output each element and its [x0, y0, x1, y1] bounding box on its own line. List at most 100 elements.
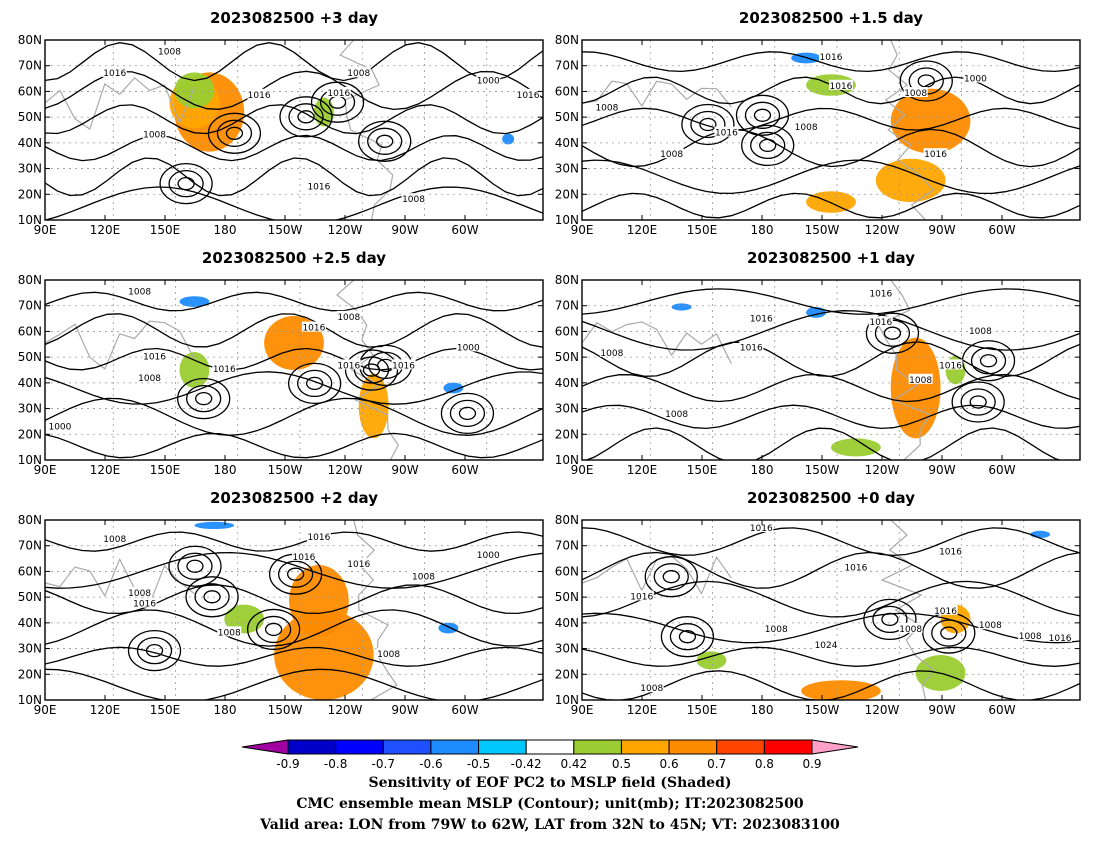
mslp-contour	[584, 427, 1062, 460]
colorbar-label: 0.8	[755, 757, 774, 771]
mslp-contour	[286, 567, 305, 581]
x-tick-label: 150E	[150, 223, 181, 237]
y-tick-label: 50N	[18, 590, 42, 604]
contour-label: 1016	[213, 365, 236, 375]
panel-title: 2023082500 +1 day	[747, 249, 915, 267]
mslp-contour	[177, 177, 195, 191]
mslp-contour	[45, 371, 543, 405]
mslp-contour	[582, 612, 1080, 644]
colorbar-label: 0.42	[560, 757, 587, 771]
y-tick-label: 10N	[555, 693, 579, 707]
panel-map: 1008 1016 1016 1016 1008 1016 1016 1008 1008	[582, 280, 1080, 460]
mslp-contour	[669, 623, 706, 651]
x-tick-label: 150W	[805, 223, 840, 237]
mslp-contour	[582, 551, 1080, 589]
mslp-contour	[358, 120, 412, 162]
x-tick-label: 150W	[268, 703, 303, 717]
mslp-contour	[264, 622, 283, 637]
x-tick-label: 180	[214, 703, 237, 717]
contour-label: 1016	[347, 560, 370, 570]
panel-frame	[581, 39, 1081, 221]
contour-label: 1000	[964, 75, 987, 85]
colorbar-segment	[430, 739, 480, 755]
y-tick-label: 30N	[18, 162, 42, 176]
mslp-contour	[735, 94, 790, 136]
mslp-contour	[297, 110, 315, 124]
x-tick-label: 150E	[687, 463, 718, 477]
colorbar-segment	[811, 739, 859, 755]
mslp-contour	[159, 163, 213, 205]
x-tick-label: 180	[214, 463, 237, 477]
x-tick-label: 90W	[928, 463, 955, 477]
mslp-contour	[277, 560, 314, 588]
panel-1: 2023082500 +3 day10081016101610081016100…	[18, 9, 544, 237]
coastline	[582, 80, 732, 108]
panel-map: 1016 1016 1016 1008 1016 1008 1024 1016 1008 1016…	[582, 520, 1080, 700]
y-tick-label: 30N	[555, 402, 579, 416]
colorbar-segment	[382, 739, 432, 755]
panel-frame	[44, 519, 544, 701]
mslp-contour	[45, 313, 543, 348]
x-tick-label: 60W	[988, 463, 1015, 477]
colorbar-segment	[335, 739, 384, 755]
contour-label: 1016	[869, 318, 892, 328]
x-tick-label: 60W	[988, 223, 1015, 237]
contour-label: 1016	[293, 553, 316, 563]
map-background	[582, 520, 1080, 700]
mslp-contour	[582, 51, 1080, 73]
x-tick-label: 180	[751, 703, 774, 717]
mslp-contour	[45, 551, 543, 589]
contour-label: 1008	[640, 684, 663, 694]
y-tick-label: 10N	[18, 693, 42, 707]
x-tick-label: 60W	[451, 223, 478, 237]
y-tick-label: 20N	[555, 187, 579, 201]
mslp-contour	[195, 391, 213, 406]
contour-label: 1008	[337, 313, 360, 323]
panel-title: 2023082500 +3 day	[210, 9, 378, 27]
contour-label: 1016	[750, 524, 773, 534]
contour-label: 1008	[595, 103, 618, 113]
x-tick-label: 120W	[328, 463, 363, 477]
mslp-contour	[582, 128, 1080, 168]
mslp-contour	[940, 626, 958, 640]
x-tick-label: 150W	[805, 703, 840, 717]
mslp-contour	[582, 404, 1080, 430]
mslp-contour	[177, 377, 231, 420]
y-tick-label: 50N	[18, 350, 42, 364]
contour-label: 1016	[307, 183, 330, 193]
contour-label: 1008	[665, 410, 688, 420]
mslp-contour	[186, 384, 222, 413]
mslp-contour	[194, 583, 230, 611]
mslp-contour	[168, 545, 222, 587]
mslp-contour	[931, 619, 967, 647]
y-tick-label: 50N	[555, 110, 579, 124]
contour-label: 1016	[939, 361, 962, 371]
y-tick-label: 10N	[555, 453, 579, 467]
colorbar-label: -0.6	[419, 757, 442, 771]
contour-label: 1008	[600, 349, 623, 359]
mslp-contour	[45, 291, 543, 312]
y-tick-label: 20N	[18, 187, 42, 201]
y-tick-label: 40N	[18, 136, 42, 150]
y-tick-label: 40N	[18, 616, 42, 630]
mslp-contour	[872, 605, 908, 634]
mslp-contour	[185, 576, 239, 618]
sensitivity-shading	[696, 651, 727, 670]
contour-label: 1016	[1049, 634, 1072, 644]
contour-label: 1008	[969, 327, 992, 337]
x-tick-label: 180	[751, 223, 774, 237]
y-tick-label: 30N	[555, 642, 579, 656]
x-tick-label: 150E	[150, 703, 181, 717]
mslp-contour	[279, 96, 333, 138]
sensitivity-shading	[1030, 530, 1051, 539]
mslp-contour	[678, 630, 697, 644]
contour-label: 1016	[844, 564, 867, 574]
mslp-contour	[759, 138, 777, 153]
mslp-contour	[582, 373, 1080, 403]
mslp-contour	[168, 170, 204, 198]
y-tick-label: 40N	[18, 376, 42, 390]
mslp-contour	[45, 397, 543, 436]
panel-title: 2023082500 +2 day	[210, 489, 378, 507]
mslp-contour	[662, 570, 680, 584]
